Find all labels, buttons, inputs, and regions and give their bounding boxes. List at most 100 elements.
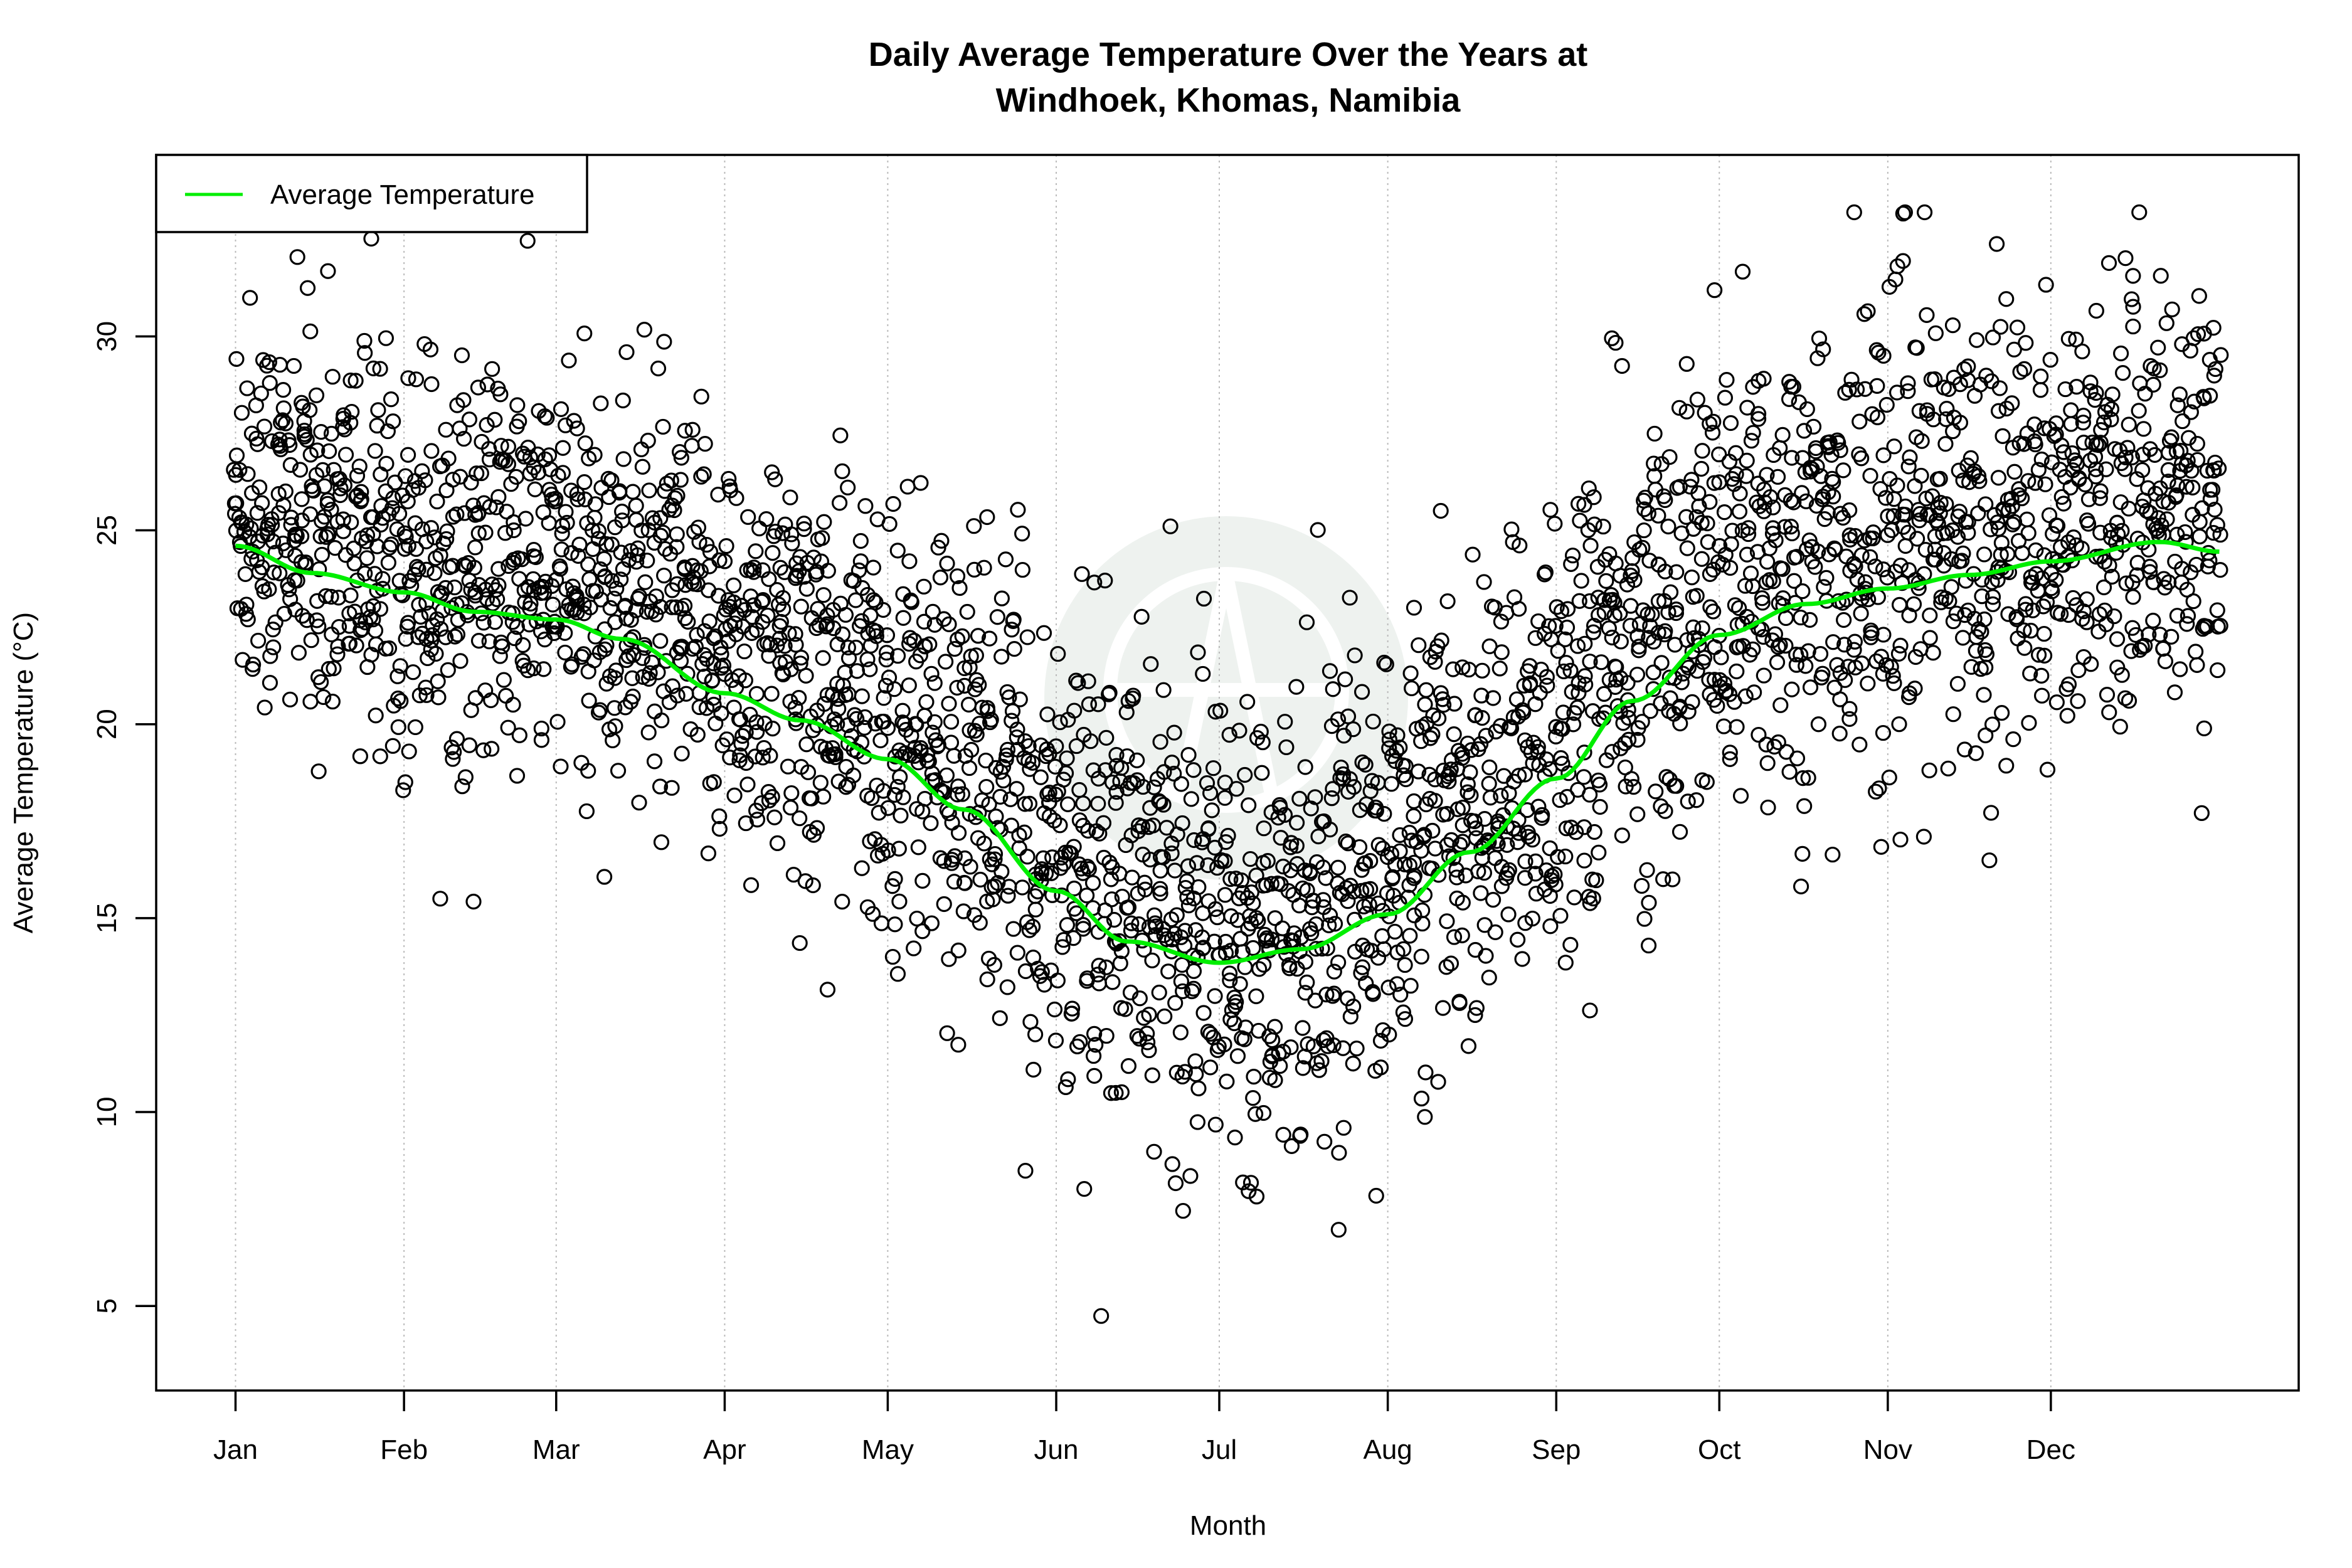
scatter-point [1557, 631, 1574, 647]
scatter-point [240, 611, 256, 628]
scatter-point [941, 951, 957, 967]
scatter-point [2206, 501, 2223, 518]
scatter-point [1577, 676, 1594, 693]
scatter-point [2106, 608, 2122, 625]
scatter-point [968, 726, 985, 743]
scatter-point [432, 547, 448, 563]
scatter-point [1354, 754, 1370, 771]
scatter-point [1984, 329, 2001, 346]
scatter-point [1202, 785, 1219, 802]
scatter-point [1582, 1002, 1598, 1019]
scatter-point [1678, 403, 1695, 420]
scatter-point [1112, 955, 1128, 972]
scatter-point [1012, 691, 1028, 707]
scatter-point [1313, 1053, 1330, 1069]
scatter-point [1291, 790, 1308, 807]
scatter-point [1392, 987, 1409, 1003]
scatter-point [1530, 739, 1546, 755]
scatter-point [1781, 763, 1798, 780]
scatter-point [596, 641, 613, 657]
scatter-point [1731, 504, 1748, 520]
scatter-point [1326, 963, 1342, 980]
scatter-point [2201, 552, 2218, 569]
scatter-point [1568, 824, 1584, 840]
scatter-point [483, 692, 499, 709]
scatter-point [815, 587, 832, 603]
scatter-point [1910, 580, 1927, 596]
scatter-point [2205, 524, 2222, 541]
average-temperature-line [235, 539, 2220, 965]
scatter-point [1005, 612, 1022, 628]
scatter-point [1476, 865, 1493, 881]
scatter-point [1462, 764, 1478, 780]
scatter-point [1875, 627, 1892, 643]
scatter-point [374, 571, 391, 587]
scatter-point [1117, 1001, 1133, 1017]
scatter-point [465, 893, 482, 910]
scatter-point [533, 720, 549, 737]
scatter-point [962, 859, 978, 875]
scatter-point [1414, 719, 1431, 735]
scatter-point [313, 674, 329, 691]
scatter-point [734, 728, 751, 744]
scatter-point [309, 593, 326, 609]
scatter-point [1565, 716, 1582, 733]
scatter-point [1205, 760, 1222, 776]
scatter-point [1837, 384, 1853, 401]
scatter-point [876, 690, 892, 706]
scatter-point [1134, 818, 1151, 835]
scatter-point [1514, 951, 1530, 967]
scatter-point [285, 358, 302, 374]
scatter-point [774, 525, 791, 541]
scatter-point [781, 625, 797, 642]
scatter-point [669, 687, 686, 704]
scatter-point [2005, 731, 2021, 748]
scatter-point [832, 495, 848, 511]
scatter-point [1746, 684, 1762, 701]
scatter-point [1113, 943, 1130, 960]
scatter-point [423, 443, 440, 459]
scatter-point [1989, 514, 2006, 531]
scatter-point [509, 397, 526, 413]
scatter-point [689, 726, 706, 743]
scatter-point [549, 714, 566, 730]
scatter-point [2045, 526, 2061, 542]
scatter-point [2115, 365, 2131, 381]
scatter-point [865, 592, 882, 608]
scatter-point [1646, 455, 1662, 472]
scatter-point [1376, 654, 1392, 671]
scatter-point [1052, 817, 1068, 834]
scatter-point [1025, 1061, 1042, 1078]
scatter-point [1207, 1116, 1224, 1133]
scatter-point [1823, 447, 1840, 463]
scatter-point [2038, 277, 2054, 293]
scatter-point [956, 850, 973, 867]
scatter-point [1644, 606, 1660, 623]
scatter-point [950, 825, 967, 841]
scatter-point [385, 490, 401, 507]
scatter-point [677, 423, 693, 439]
scatter-point [2079, 614, 2095, 630]
scatter-point [359, 550, 375, 566]
scatter-point [1068, 905, 1085, 921]
scatter-point [1304, 899, 1320, 916]
scatter-point [493, 438, 509, 454]
scatter-point [840, 479, 856, 495]
scatter-point [356, 332, 373, 349]
scatter-point [277, 415, 294, 432]
scatter-point [570, 548, 586, 564]
scatter-point [1189, 855, 1205, 871]
scatter-point [2033, 687, 2050, 704]
scatter-point [282, 437, 298, 453]
scatter-point [1750, 406, 1767, 422]
x-tick-label: May [862, 1434, 914, 1465]
scatter-point [310, 763, 327, 780]
scatter-point [961, 760, 978, 776]
scatter-point [884, 878, 901, 894]
scatter-point [1820, 504, 1836, 521]
scatter-point [654, 712, 670, 729]
scatter-point [956, 660, 973, 677]
scatter-point [1759, 467, 1775, 483]
scatter-point [796, 521, 812, 538]
scatter-point [1527, 853, 1544, 869]
